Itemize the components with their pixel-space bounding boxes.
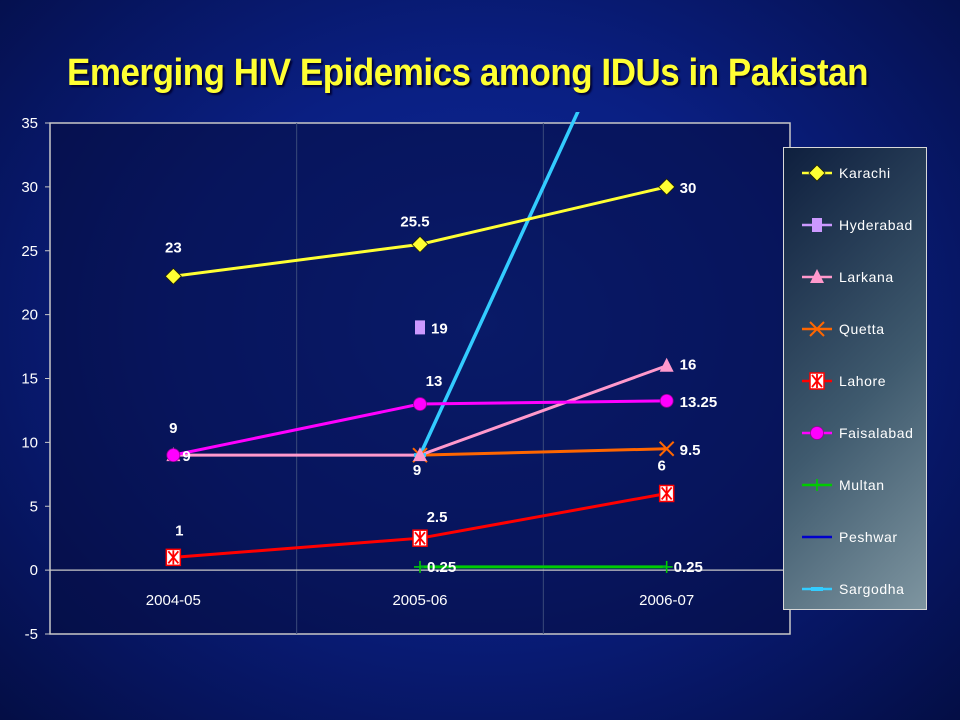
data-point-multan [414, 560, 426, 573]
x-tick-label: 2004-05 [146, 592, 201, 609]
data-label: 9 [182, 448, 190, 465]
legend-label: Quetta [839, 321, 885, 337]
data-point-larkana [413, 447, 427, 462]
legend-marker [810, 426, 824, 440]
data-point-quetta [658, 441, 675, 457]
data-point-faisalabad [659, 393, 674, 408]
data-point-multan [660, 560, 673, 573]
y-axis: -5 0 5 10 15 20 25 30 35 [21, 115, 50, 643]
y-tick-label: 0 [30, 562, 38, 579]
data-label: 30 [680, 180, 697, 197]
data-label: 0.25 [427, 559, 456, 576]
legend-item: Quetta [802, 321, 885, 337]
data-label: 6 [657, 457, 665, 474]
y-tick-label: 15 [21, 371, 38, 388]
legend-item: Lahore [802, 372, 886, 390]
legend-marker [809, 372, 825, 390]
data-point-hyderabad [415, 320, 425, 335]
data-point-lahore [658, 484, 675, 503]
data-point-faisalabad [166, 448, 181, 463]
y-tick-label: 35 [21, 115, 38, 132]
legend-label: Hyderabad [839, 217, 913, 233]
data-point-larkana [659, 357, 674, 372]
data-labels: 23 25.5 30 19 9 16 9.5 1 2.5 6 9 13 13.25 0.25 0.25 9 [165, 180, 717, 576]
data-label: 9.5 [680, 442, 701, 459]
markers-group [164, 178, 676, 573]
legend: Karachi Hyderabad Larkana Quetta Lahore Faisa… [783, 147, 927, 610]
legend-marker [812, 218, 822, 232]
legend-item: Sargodha [802, 581, 905, 597]
y-tick-label: -5 [25, 626, 38, 643]
plot-area [49, 122, 791, 635]
data-label: 13 [426, 373, 443, 390]
legend-item: Peshwar [802, 529, 898, 545]
legend-marker [811, 479, 823, 491]
x-tick-label: 2006-07 [639, 592, 694, 609]
data-point-faisalabad [413, 397, 427, 411]
legend-marker [811, 587, 823, 591]
legend-label: Lahore [839, 373, 886, 389]
data-label: 19 [431, 320, 448, 337]
chart-title: Emerging HIV Epidemics among IDUs in Pak… [66, 52, 869, 94]
y-tick-label: 5 [30, 498, 38, 515]
legend-item: Faisalabad [802, 425, 914, 441]
legend-item: Larkana [802, 269, 894, 285]
legend-label: Multan [839, 477, 885, 493]
data-label: 1 [175, 522, 183, 539]
data-point-lahore [412, 529, 428, 547]
x-tick-label: 2005-06 [392, 592, 447, 609]
legend-label: Larkana [839, 269, 894, 285]
data-label: 23 [165, 239, 182, 256]
data-label: 16 [680, 357, 697, 374]
legend-marker [808, 164, 826, 182]
y-tick-label: 25 [21, 243, 38, 260]
data-label: 25.5 [400, 213, 429, 230]
data-label: 2.5 [427, 509, 448, 526]
legend-label: Sargodha [839, 581, 905, 597]
legend-label: Peshwar [839, 529, 898, 545]
series-line-quetta [419, 447, 667, 457]
legend-label: Faisalabad [839, 425, 914, 441]
data-label: 0.25 [674, 559, 703, 576]
data-label: 13.25 [680, 394, 718, 411]
data-point-lahore [165, 548, 182, 567]
legend-label: Karachi [839, 165, 891, 181]
legend-item: Hyderabad [802, 217, 913, 233]
legend-item: Multan [802, 477, 885, 493]
legend-marker [810, 269, 824, 283]
y-tick-label: 30 [21, 179, 38, 196]
data-label: 9 [169, 420, 177, 437]
data-point-karachi [411, 235, 429, 253]
data-point-karachi [658, 178, 676, 196]
data-label: 9 [413, 462, 421, 479]
data-point-karachi [164, 267, 182, 285]
series-line-sargodha [418, 112, 580, 456]
y-tick-label: 20 [21, 307, 38, 324]
legend-item: Karachi [802, 164, 891, 182]
y-tick-label: 10 [21, 434, 38, 451]
legend-marker [809, 321, 825, 337]
